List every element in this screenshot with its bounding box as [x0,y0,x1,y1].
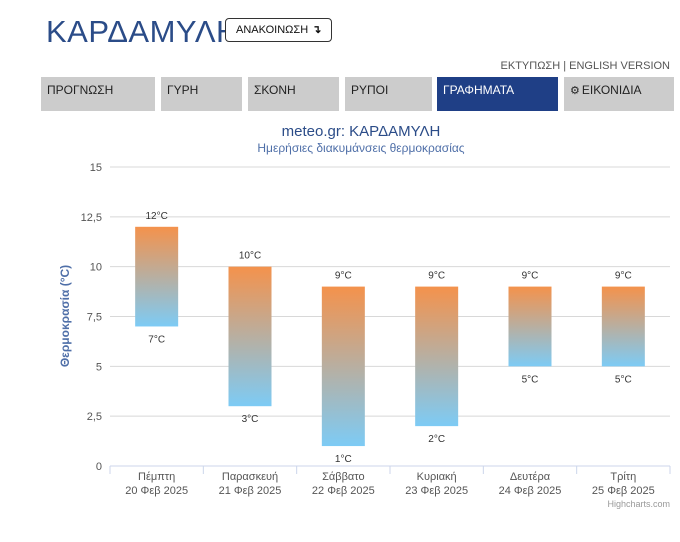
tab-pollutants[interactable]: ΡΥΠΟΙ [345,77,432,111]
announcement-button[interactable]: ΑΝΑΚΟΙΝΩΣΗ ↴ [225,18,333,42]
x-tick-day-label: Τρίτη [610,471,636,483]
temperature-range-bar[interactable] [321,286,365,447]
print-link[interactable]: ΕΚΤΥΠΩΣΗ [500,60,561,72]
link-separator: | [560,60,570,72]
tab-icons-label: ΕΙΚΟΝΙΔΙΑ [581,83,642,97]
tab-pollen[interactable]: ΓΥΡΗ [161,77,242,111]
x-tick-day-label: Πέμπτη [138,471,175,483]
max-temp-label: 9°C [615,271,632,282]
tab-forecast[interactable]: ΠΡΟΓΝΩΣΗ [41,77,155,111]
x-tick-day-label: Σάββατο [322,471,364,483]
x-tick-day-label: Παρασκευή [222,471,278,483]
x-tick-date-label: 22 Φεβ 2025 [312,485,375,497]
tab-pollen-label: ΓΥΡΗ [167,83,199,97]
temperature-range-bar[interactable] [135,226,179,327]
max-temp-label: 9°C [522,271,539,282]
x-tick-date-label: 24 Φεβ 2025 [499,485,562,497]
y-tick-label: 10 [90,262,102,274]
y-tick-label: 0 [96,461,102,473]
min-temp-label: 2°C [428,434,445,445]
max-temp-label: 10°C [239,251,261,262]
turn-down-arrow-icon: ↴ [312,24,322,36]
temperature-range-bar[interactable] [228,266,272,407]
page-title: ΚΑΡΔΑΜΥΛΗ [46,14,239,49]
chart-title: meteo.gr: ΚΑΡΔΑΜΥΛΗ [282,123,441,140]
gear-icon: ⚙ [570,85,580,97]
tab-charts-label: ΓΡΑΦΗΜΑΤΑ [443,83,515,97]
y-tick-label: 15 [90,162,102,174]
x-tick-date-label: 20 Φεβ 2025 [125,485,188,497]
min-temp-label: 5°C [615,374,632,385]
x-tick-date-label: 21 Φεβ 2025 [219,485,282,497]
min-temp-label: 1°C [335,454,352,465]
temperature-range-bar[interactable] [601,286,645,367]
min-temp-label: 3°C [242,414,259,425]
temperature-range-bar[interactable] [508,286,552,367]
y-axis-label: Θερμοκρασία (°C) [58,265,72,367]
x-tick-date-label: 23 Φεβ 2025 [405,485,468,497]
y-tick-label: 7,5 [87,312,102,324]
tab-icons[interactable]: ⚙ ΕΙΚΟΝΙΔΙΑ [564,77,674,111]
tab-forecast-label: ΠΡΟΓΝΩΣΗ [47,83,114,97]
min-temp-label: 7°C [148,334,165,345]
tab-pollutants-label: ΡΥΠΟΙ [351,83,389,97]
x-tick-date-label: 25 Φεβ 2025 [592,485,655,497]
x-tick-day-label: Κυριακή [417,471,457,483]
x-tick-day-label: Δευτέρα [510,471,551,483]
y-tick-label: 5 [96,361,102,373]
english-version-link[interactable]: ENGLISH VERSION [569,60,670,72]
announcement-label: ΑΝΑΚΟΙΝΩΣΗ [236,24,309,36]
min-temp-label: 5°C [522,374,539,385]
top-links: ΕΚΤΥΠΩΣΗ | ENGLISH VERSION [501,60,670,72]
tab-dust-label: ΣΚΟΝΗ [254,83,296,97]
max-temp-label: 9°C [335,271,352,282]
tab-charts[interactable]: ΓΡΑΦΗΜΑΤΑ [437,77,558,111]
y-tick-label: 2,5 [87,411,102,423]
chart-subtitle: Ημερήσιες διακυμάνσεις θερμοκρασίας [257,141,464,155]
max-temp-label: 9°C [428,271,445,282]
max-temp-label: 12°C [145,211,167,222]
chart-credits[interactable]: Highcharts.com [607,499,670,509]
y-tick-label: 12,5 [81,212,102,224]
tab-dust[interactable]: ΣΚΟΝΗ [248,77,339,111]
temperature-range-bar[interactable] [415,286,459,427]
